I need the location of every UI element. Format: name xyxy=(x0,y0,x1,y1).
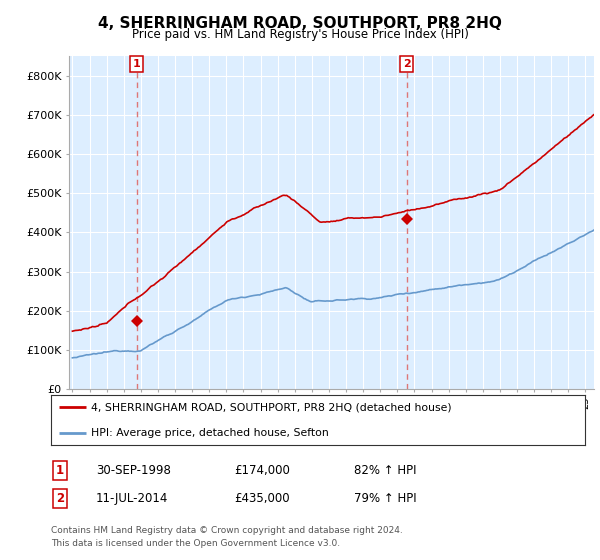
Text: 11-JUL-2014: 11-JUL-2014 xyxy=(96,492,169,505)
Text: 1: 1 xyxy=(56,464,64,477)
Text: 1: 1 xyxy=(133,59,140,69)
Text: £435,000: £435,000 xyxy=(234,492,290,505)
Text: £174,000: £174,000 xyxy=(234,464,290,477)
Text: HPI: Average price, detached house, Sefton: HPI: Average price, detached house, Seft… xyxy=(91,428,329,437)
Text: This data is licensed under the Open Government Licence v3.0.: This data is licensed under the Open Gov… xyxy=(51,539,340,548)
Text: 30-SEP-1998: 30-SEP-1998 xyxy=(96,464,171,477)
Text: 79% ↑ HPI: 79% ↑ HPI xyxy=(354,492,416,505)
Text: 4, SHERRINGHAM ROAD, SOUTHPORT, PR8 2HQ: 4, SHERRINGHAM ROAD, SOUTHPORT, PR8 2HQ xyxy=(98,16,502,31)
Text: Price paid vs. HM Land Registry's House Price Index (HPI): Price paid vs. HM Land Registry's House … xyxy=(131,28,469,41)
Text: 2: 2 xyxy=(403,59,410,69)
Text: 4, SHERRINGHAM ROAD, SOUTHPORT, PR8 2HQ (detached house): 4, SHERRINGHAM ROAD, SOUTHPORT, PR8 2HQ … xyxy=(91,403,452,412)
Text: 82% ↑ HPI: 82% ↑ HPI xyxy=(354,464,416,477)
Text: 2: 2 xyxy=(56,492,64,505)
Text: Contains HM Land Registry data © Crown copyright and database right 2024.: Contains HM Land Registry data © Crown c… xyxy=(51,526,403,535)
